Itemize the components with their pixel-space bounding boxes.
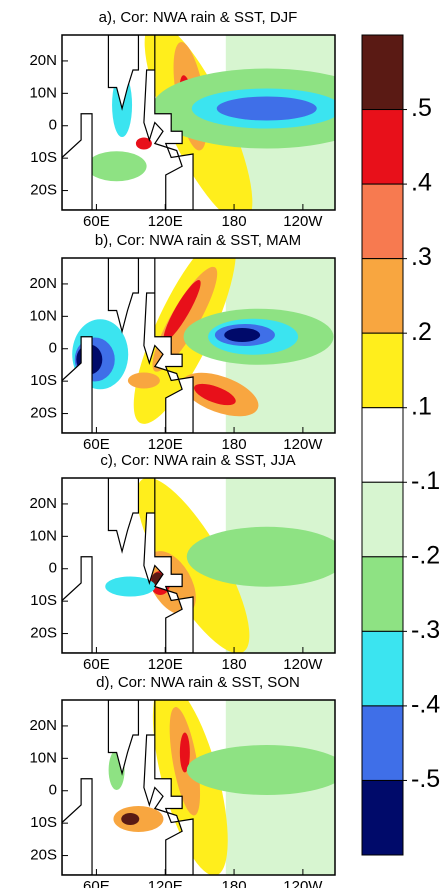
contour-region [186,526,335,587]
colorbar-band [361,779,404,856]
contour-region [224,328,261,342]
y-tick-label: 20S [30,405,57,422]
colorbar-band [361,481,404,558]
y-tick-label: 0 [49,340,57,357]
x-tick-label: 120E [148,878,183,888]
y-tick-label: 10S [30,592,57,609]
land-mask [107,258,140,334]
contour-region [105,576,156,597]
colorbar-label: -.4 [411,691,440,719]
land-mask [62,556,93,653]
x-tick-label: 180 [222,436,247,453]
colorbar-label: -.5 [411,765,440,793]
map-frame [61,257,336,434]
x-tick-label: 60E [83,436,110,453]
y-tick-label: 20S [30,182,57,199]
land-mask [143,478,194,653]
land-mask [107,700,140,776]
colorbar-label: .4 [411,169,432,197]
y-tick-label: 10N [29,307,57,324]
y-tick-label: 20S [30,625,57,642]
contour-region [179,732,190,773]
y-tick-label: 10S [30,372,57,389]
y-tick-label: 10S [30,149,57,166]
colorbar-label: -.2 [411,541,440,569]
map-panel: c), Cor: NWA rain & SST, JJA 60E 120E 180 12… [29,452,336,673]
x-tick-label: 180 [222,656,247,673]
x-tick-label: 120E [148,436,183,453]
y-tick-label: 10S [30,814,57,831]
panel-title: a), Cor: NWA rain & SST, DJF [99,9,298,26]
x-tick-label: 60E [83,656,110,673]
colorbar-label: .3 [411,243,432,271]
land-mask [143,35,194,210]
contour-region [216,96,317,121]
panel-title: b), Cor: NWA rain & SST, MAM [95,232,301,249]
contour-region [86,151,147,182]
colorbar-band [361,332,404,409]
colorbar-band [361,34,404,111]
land-mask [62,336,93,433]
field [62,258,335,433]
x-tick-label: 120W [283,656,323,673]
y-tick-label: 20N [29,52,57,69]
y-tick-label: 20S [30,847,57,864]
y-tick-label: 0 [49,117,57,134]
x-tick-label: 60E [83,213,110,230]
x-tick-label: 120E [148,213,183,230]
field [62,478,335,653]
map-frame [61,477,336,654]
colorbar-band [361,109,404,185]
colorbar-band [361,705,404,781]
map-panel: a), Cor: NWA rain & SST, DJF 60E 120E 180 12… [29,9,336,230]
x-tick-label: 180 [222,878,247,888]
y-tick-label: 10N [29,84,57,101]
y-tick-label: 10N [29,527,57,544]
x-tick-label: 180 [222,213,247,230]
land-mask [143,258,194,433]
x-tick-label: 120W [283,213,323,230]
y-tick-label: 20N [29,495,57,512]
y-tick-label: 0 [49,782,57,799]
land-mask [107,35,140,111]
colorbar-band [361,407,404,483]
land-mask [107,478,140,554]
field [62,700,335,875]
y-tick-label: 10N [29,749,57,766]
contour-region [121,813,140,825]
colorbar-band [361,630,404,707]
panel-title: d), Cor: NWA rain & SST, SON [96,674,300,691]
field [62,35,335,210]
y-tick-label: 20N [29,275,57,292]
colorbar-band [361,258,404,334]
map-frame [61,34,336,211]
colorbar-band [361,183,404,260]
land-mask [62,113,93,210]
colorbar-label: .1 [411,392,432,420]
x-tick-label: 120W [283,878,323,888]
contour-region [127,372,160,389]
map-panel: d), Cor: NWA rain & SST, SON 60E 120E 180 12… [29,674,336,888]
contour-region [163,279,201,342]
colorbar-label: -.3 [411,616,440,644]
contour-region [186,745,335,795]
y-tick-label: 20N [29,717,57,734]
map-panel: b), Cor: NWA rain & SST, MAM 60E 120E 180 12… [29,232,336,453]
x-tick-label: 60E [83,878,110,888]
land-mask [143,700,194,875]
land-mask [62,778,93,875]
colorbar-label: .2 [411,318,432,346]
y-tick-label: 0 [49,560,57,577]
contour-region [194,383,236,406]
colorbar-band [361,556,404,632]
colorbar: .5 .4 .3 .2 .1 -.1 -.2 -.3 -.4 -.5 [361,34,440,856]
panel-title: c), Cor: NWA rain & SST, JJA [100,452,295,469]
colorbar-label: .5 [411,94,432,122]
x-tick-label: 120W [283,436,323,453]
map-frame [61,699,336,876]
contour-region [135,137,152,150]
x-tick-label: 120E [148,656,183,673]
colorbar-label: -.1 [411,467,440,495]
